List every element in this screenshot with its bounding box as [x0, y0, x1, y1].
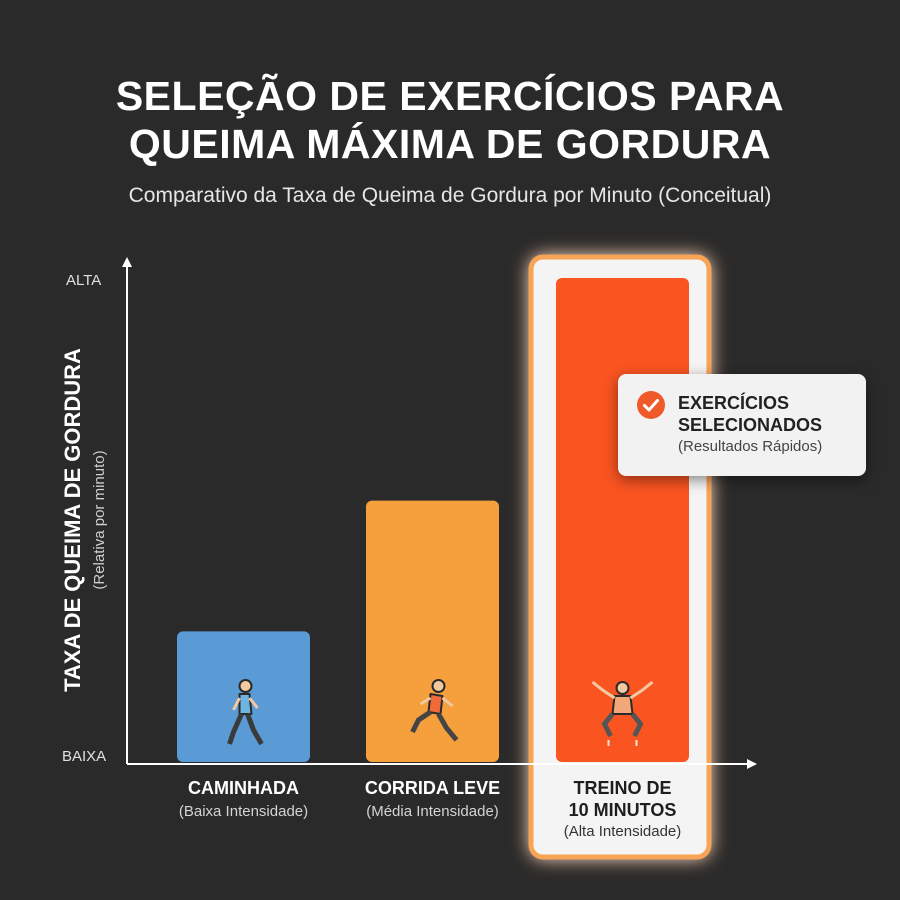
chart-title-line-1: SELEÇÃO DE EXERCÍCIOS PARA — [115, 73, 785, 119]
category-label-3-line-2: 10 MINUTOS — [569, 800, 677, 820]
bar-2 — [366, 500, 499, 762]
selected-exercises-callout: EXERCÍCIOS SELECIONADOS (Resultados Rápi… — [618, 374, 866, 476]
check-circle-icon — [637, 391, 665, 419]
callout-title-line-2: SELECIONADOS — [678, 415, 823, 435]
callout-subtitle: (Resultados Rápidos) — [678, 438, 823, 455]
y-axis-sublabel: (Relativa por minuto) — [91, 450, 108, 589]
y-axis-label: TAXA DE QUEIMA DE GORDURA — [60, 348, 85, 692]
category-label-3-line-1: TREINO DE — [573, 778, 671, 798]
chart-title-line-2: QUEIMA MÁXIMA DE GORDURA — [128, 121, 772, 167]
category-label-2: CORRIDA LEVE — [365, 778, 500, 798]
y-tick-low: BAIXA — [62, 748, 106, 765]
category-label-1: CAMINHADA — [188, 778, 299, 798]
jumping-person-icon — [591, 680, 654, 746]
running-person-icon — [410, 679, 459, 742]
chart-title: SELEÇÃO DE EXERCÍCIOS PARA QUEIMA MÁXIMA… — [0, 72, 900, 168]
category-detail-1: (Baixa Intensidade) — [179, 803, 308, 820]
chart-subtitle: Comparativo da Taxa de Queima de Gordura… — [128, 184, 772, 207]
category-detail-3: (Alta Intensidade) — [564, 823, 682, 840]
category-detail-2: (Média Intensidade) — [366, 803, 499, 820]
walking-person-icon — [227, 679, 264, 746]
y-tick-high: ALTA — [66, 272, 101, 289]
callout-title-line-1: EXERCÍCIOS — [678, 393, 790, 413]
